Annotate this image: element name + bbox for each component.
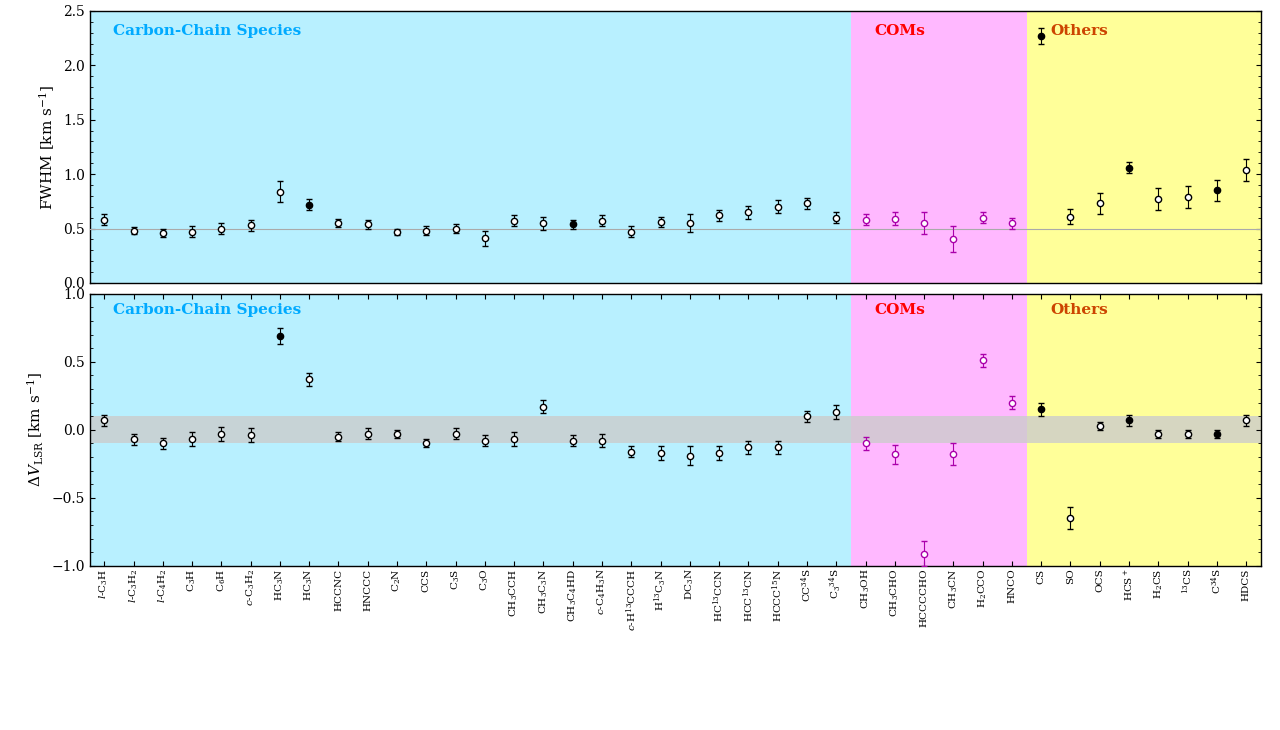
Text: Others: Others xyxy=(1050,24,1107,38)
Bar xyxy=(851,293,1027,566)
Bar xyxy=(90,293,851,566)
Text: Others: Others xyxy=(1050,303,1107,318)
Bar xyxy=(1027,293,1261,566)
Bar xyxy=(90,416,1261,443)
Y-axis label: FWHM [km s$^{-1}$]: FWHM [km s$^{-1}$] xyxy=(37,84,58,210)
Y-axis label: $\Delta V_{\rm LSR}$ [km s$^{-1}$]: $\Delta V_{\rm LSR}$ [km s$^{-1}$] xyxy=(26,372,46,487)
Text: COMs: COMs xyxy=(874,303,925,318)
Bar xyxy=(90,11,851,283)
Text: COMs: COMs xyxy=(874,24,925,38)
Bar xyxy=(1027,11,1261,283)
Text: Carbon-Chain Species: Carbon-Chain Species xyxy=(113,24,301,38)
Text: Carbon-Chain Species: Carbon-Chain Species xyxy=(113,303,301,318)
Bar xyxy=(851,11,1027,283)
